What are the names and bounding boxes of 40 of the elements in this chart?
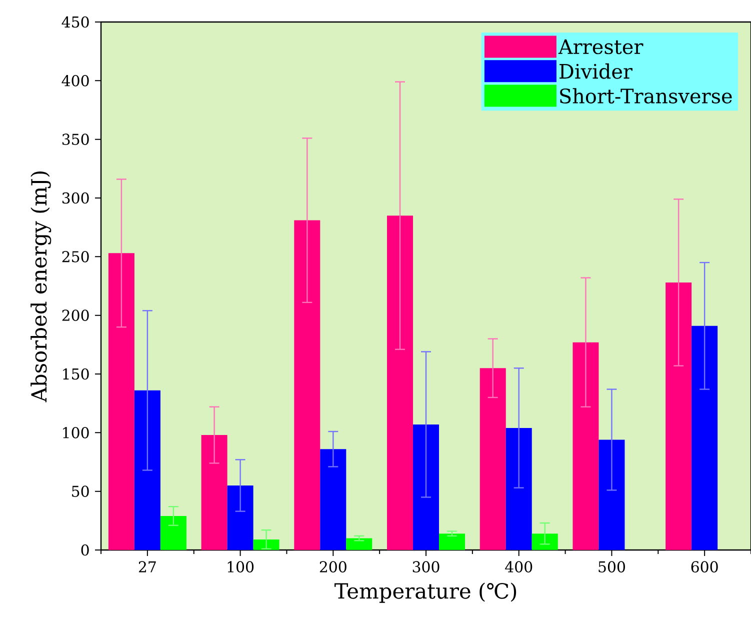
x-tick-label: 200	[320, 561, 346, 572]
y-tick-label: 150	[63, 368, 89, 380]
bar	[320, 449, 346, 550]
y-tick-label: 100	[63, 427, 89, 438]
x-tick-label: 100	[228, 561, 254, 572]
bar	[160, 516, 186, 550]
bar	[439, 534, 466, 550]
bar	[692, 326, 718, 550]
legend-label: Arrester	[558, 39, 644, 54]
legend-label: Divider	[560, 63, 632, 79]
y-tick-label: 350	[62, 134, 89, 145]
y-tick-label: 300	[62, 192, 89, 204]
bar	[666, 282, 692, 550]
legend-label: Short-Transverse	[560, 88, 732, 104]
y-tick-label: 200	[62, 310, 89, 321]
y-tick-label: 250	[62, 251, 89, 262]
y-tick-label: 50	[72, 486, 89, 497]
x-tick-label: 400	[505, 561, 532, 572]
y-tick-label: 0	[81, 544, 89, 556]
y-axis-title: Absorbed energy (mJ)	[30, 172, 52, 402]
bar	[253, 539, 280, 550]
x-axis-title: Temperature (℃)	[334, 582, 516, 603]
bar	[598, 440, 625, 550]
bar	[227, 485, 254, 550]
bar	[532, 534, 558, 550]
bar	[201, 435, 228, 550]
bar	[134, 390, 160, 550]
bar	[387, 216, 414, 550]
y-tick-label: 400	[62, 75, 89, 86]
bar	[346, 538, 372, 550]
x-tick-label: 300	[412, 561, 440, 572]
x-tick-label: 500	[598, 561, 625, 572]
bar	[480, 368, 506, 550]
bar	[572, 342, 599, 550]
bar	[108, 253, 134, 550]
x-tick-label: 27	[138, 561, 156, 572]
bar	[294, 220, 320, 550]
bar	[506, 428, 532, 550]
y-tick-label: 450	[62, 16, 89, 28]
x-tick-label: 600	[691, 561, 718, 572]
